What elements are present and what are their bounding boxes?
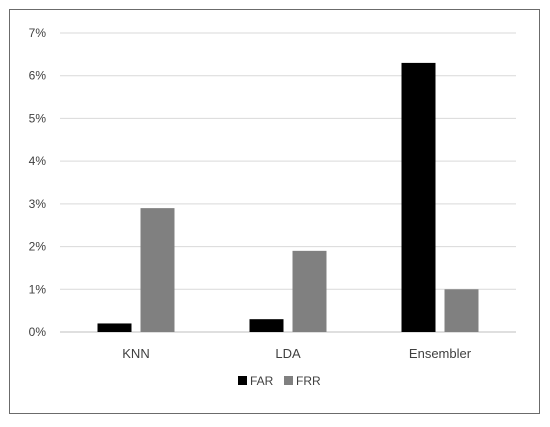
x-tick-label: LDA <box>275 346 301 361</box>
bar-far-knn <box>97 323 132 332</box>
y-tick-label: 1% <box>29 282 47 296</box>
chart-frame <box>9 9 540 414</box>
legend-label-frr: FRR <box>296 374 321 388</box>
x-axis: KNN LDA Ensembler <box>122 346 471 361</box>
x-tick-label: Ensembler <box>409 346 472 361</box>
y-tick-label: 2% <box>29 240 47 254</box>
bar-frr-lda <box>292 250 327 332</box>
gridlines <box>60 32 516 333</box>
legend: FAR FRR <box>238 374 321 388</box>
x-tick-label: KNN <box>122 346 149 361</box>
legend-label-far: FAR <box>250 374 274 388</box>
y-tick-label: 6% <box>29 69 47 83</box>
y-tick-label: 4% <box>29 154 47 168</box>
bar-far-ensembler <box>401 62 436 333</box>
bar-frr-ensembler <box>444 289 479 332</box>
y-tick-label: 3% <box>29 197 47 211</box>
y-tick-label: 0% <box>29 325 47 339</box>
y-axis: 0% 1% 2% 3% 4% 5% 6% 7% <box>29 26 47 339</box>
legend-swatch-frr <box>284 376 293 385</box>
y-tick-label: 5% <box>29 111 47 125</box>
bars <box>97 62 479 333</box>
legend-swatch-far <box>238 376 247 385</box>
y-tick-label: 7% <box>29 26 47 40</box>
bar-frr-knn <box>140 208 175 332</box>
bar-far-lda <box>249 319 284 332</box>
